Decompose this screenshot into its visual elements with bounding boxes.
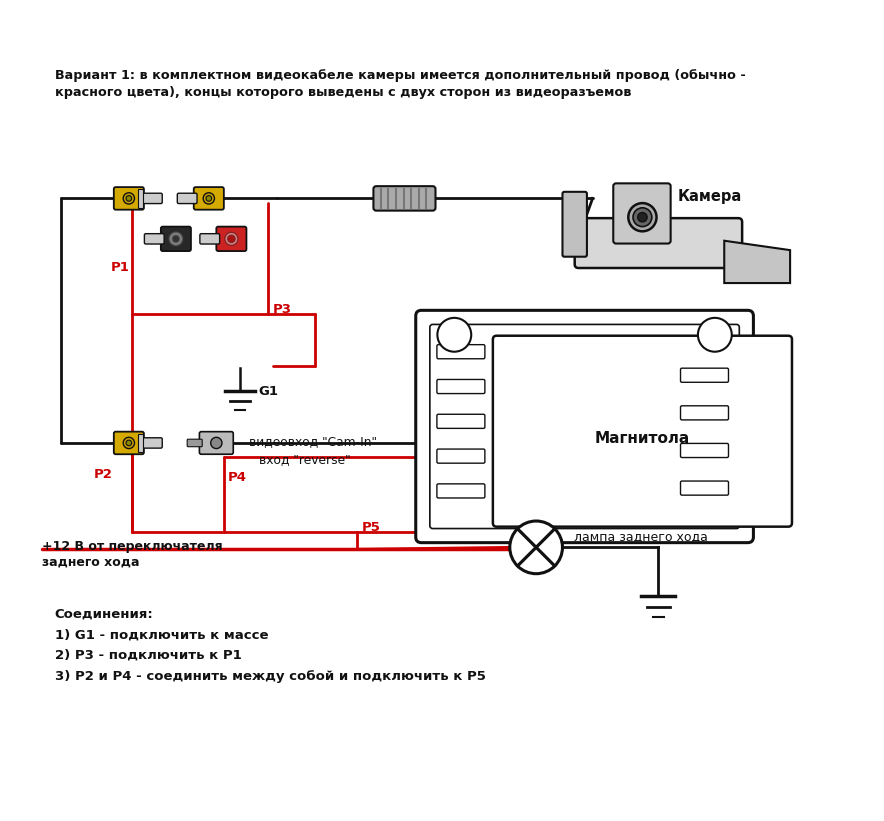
FancyBboxPatch shape — [613, 183, 671, 244]
Circle shape — [170, 232, 182, 245]
Circle shape — [510, 521, 562, 574]
FancyBboxPatch shape — [144, 234, 164, 244]
Circle shape — [629, 203, 657, 232]
Circle shape — [126, 440, 132, 446]
FancyBboxPatch shape — [187, 439, 202, 447]
FancyBboxPatch shape — [681, 443, 728, 457]
FancyBboxPatch shape — [437, 449, 484, 463]
Text: P2: P2 — [94, 468, 113, 481]
Text: Вариант 1: в комплектном видеокабеле камеры имеется дополнительный провод (обычн: Вариант 1: в комплектном видеокабеле кам… — [55, 69, 745, 81]
Circle shape — [637, 213, 647, 222]
Text: лампа заднего хода: лампа заднего хода — [574, 530, 707, 544]
Text: Соединения:: Соединения: — [55, 608, 153, 621]
Text: 2) Р3 - подключить к Р1: 2) Р3 - подключить к Р1 — [55, 649, 241, 662]
Bar — [138, 189, 143, 208]
FancyBboxPatch shape — [200, 432, 233, 454]
Text: G1: G1 — [259, 384, 278, 397]
FancyBboxPatch shape — [161, 227, 191, 251]
FancyBboxPatch shape — [437, 379, 484, 393]
FancyBboxPatch shape — [681, 406, 728, 420]
FancyBboxPatch shape — [681, 368, 728, 383]
Circle shape — [438, 318, 471, 351]
FancyBboxPatch shape — [217, 227, 247, 251]
FancyBboxPatch shape — [194, 187, 224, 209]
FancyBboxPatch shape — [430, 324, 739, 529]
Circle shape — [123, 193, 134, 204]
Polygon shape — [724, 241, 790, 283]
Circle shape — [203, 193, 215, 204]
FancyBboxPatch shape — [178, 193, 197, 204]
FancyBboxPatch shape — [437, 345, 484, 359]
Text: красного цвета), концы которого выведены с двух сторон из видеоразъемов: красного цвета), концы которого выведены… — [55, 85, 631, 99]
FancyBboxPatch shape — [415, 310, 753, 543]
Bar — [138, 433, 143, 452]
Circle shape — [633, 208, 652, 227]
Text: Магнитола: Магнитола — [595, 431, 690, 446]
Circle shape — [206, 195, 211, 201]
Circle shape — [126, 195, 132, 201]
Circle shape — [227, 235, 235, 242]
Text: P3: P3 — [273, 303, 292, 316]
Text: P4: P4 — [227, 471, 247, 484]
FancyBboxPatch shape — [437, 484, 484, 498]
Circle shape — [697, 318, 732, 351]
Text: вход "reverse": вход "reverse" — [259, 453, 350, 466]
Text: 1) G1 - подключить к массе: 1) G1 - подключить к массе — [55, 628, 268, 641]
Text: 3) Р2 и Р4 - соединить между собой и подключить к Р5: 3) Р2 и Р4 - соединить между собой и под… — [55, 670, 485, 682]
Text: P1: P1 — [111, 261, 130, 274]
FancyBboxPatch shape — [114, 187, 144, 209]
FancyBboxPatch shape — [575, 218, 743, 268]
FancyBboxPatch shape — [200, 234, 219, 244]
FancyBboxPatch shape — [114, 432, 144, 454]
Text: P5: P5 — [362, 521, 381, 534]
Text: видеовход "Cam-In": видеовход "Cam-In" — [249, 435, 377, 448]
Circle shape — [210, 438, 222, 448]
FancyBboxPatch shape — [141, 193, 163, 204]
Circle shape — [225, 232, 238, 245]
FancyBboxPatch shape — [681, 481, 728, 495]
Text: +12 В от переключателя: +12 В от переключателя — [42, 540, 223, 553]
Circle shape — [123, 438, 134, 448]
FancyBboxPatch shape — [493, 336, 792, 526]
FancyBboxPatch shape — [562, 192, 587, 257]
Text: Камера: Камера — [677, 189, 742, 204]
Circle shape — [172, 235, 179, 242]
FancyBboxPatch shape — [141, 438, 163, 448]
FancyBboxPatch shape — [437, 415, 484, 429]
Text: заднего хода: заднего хода — [42, 556, 140, 569]
FancyBboxPatch shape — [373, 186, 436, 211]
